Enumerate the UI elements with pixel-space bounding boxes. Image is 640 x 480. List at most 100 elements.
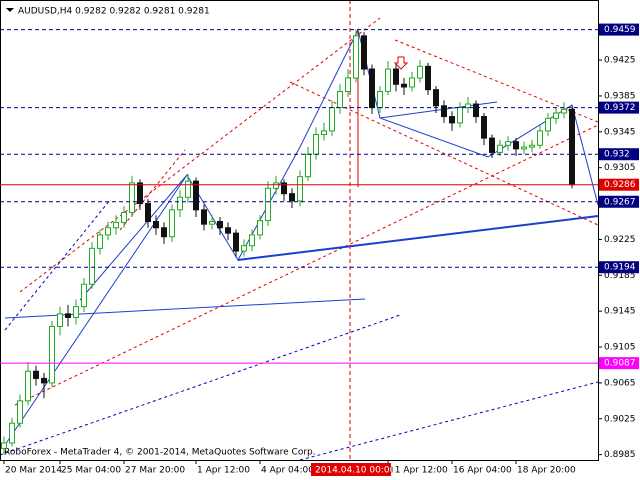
- candle-body: [529, 144, 535, 148]
- candle-body: [257, 220, 263, 236]
- candle-body: [97, 234, 103, 249]
- candle-body: [121, 212, 127, 223]
- candle-body: [185, 180, 191, 198]
- candle-body: [489, 137, 495, 153]
- cursor-label-box: [311, 463, 391, 476]
- candle-body: [57, 313, 63, 327]
- cursor-label: 2014.04.10 00:00: [315, 466, 396, 476]
- y-tick-label: 0.9385: [604, 91, 636, 101]
- candle-body: [433, 89, 439, 107]
- candle-body: [473, 103, 479, 118]
- candle-body: [281, 182, 287, 195]
- level-label-box: [599, 357, 639, 370]
- channel-line: [4, 199, 111, 331]
- level-label-box: [599, 148, 639, 161]
- x-tick-label: 1 Apr 12:00: [197, 466, 250, 476]
- candle-body: [41, 377, 47, 384]
- candle-body: [137, 182, 143, 205]
- candle-body: [537, 130, 543, 146]
- candle-body: [481, 116, 487, 139]
- candle-body: [521, 146, 527, 150]
- candle-body: [217, 220, 223, 229]
- y-tick-label: 0.9305: [604, 163, 636, 173]
- candle-body: [233, 232, 239, 252]
- level-label-box: [599, 23, 639, 36]
- candle-body: [561, 108, 567, 114]
- candle-body: [513, 141, 519, 150]
- candle-body: [265, 187, 271, 222]
- x-tick-label: 20 Mar 2014: [5, 466, 62, 476]
- candle-body: [9, 422, 15, 444]
- candle-body: [297, 176, 303, 202]
- channel-line: [0, 314, 401, 456]
- candle-body: [569, 108, 575, 186]
- candle-body: [33, 370, 39, 379]
- candle-body: [449, 116, 455, 124]
- candle-body: [273, 182, 279, 189]
- candle-body: [89, 247, 95, 285]
- y-tick-label: 0.9185: [604, 271, 636, 281]
- candle-body: [553, 112, 559, 119]
- candle-body: [377, 90, 383, 109]
- candle-body: [329, 107, 335, 132]
- candle-body: [457, 107, 463, 124]
- candle-body: [305, 153, 311, 178]
- candle-body: [321, 130, 327, 136]
- candle-body: [393, 68, 399, 85]
- candle-body: [441, 105, 447, 118]
- candle-body: [417, 65, 423, 79]
- candle-body: [17, 400, 23, 424]
- channel-line: [119, 149, 186, 231]
- y-tick-label: 0.9025: [604, 414, 636, 424]
- candle-body: [169, 209, 175, 238]
- x-tick-label: 27 Mar 20:00: [125, 466, 185, 476]
- candle-body: [177, 196, 183, 211]
- candle-body: [425, 65, 431, 91]
- candle-body: [201, 209, 207, 225]
- candle-body: [497, 144, 503, 153]
- candle-body: [81, 283, 87, 308]
- candle-body: [25, 370, 31, 402]
- x-tick-label: 18 Apr 20:00: [517, 466, 576, 476]
- candle-body: [369, 68, 375, 109]
- candle-body: [249, 234, 255, 247]
- candle-body: [505, 141, 511, 146]
- level-label-box: [599, 261, 639, 274]
- level-label: 0.9194: [604, 263, 636, 273]
- wave-line: [79, 174, 188, 301]
- candle-body: [313, 134, 319, 155]
- x-tick-label: 16 Apr 04:00: [453, 466, 512, 476]
- level-label: 0.9372: [604, 103, 636, 113]
- level-label-box: [599, 195, 639, 208]
- trend-line: [237, 215, 599, 261]
- x-tick-label: 11 Apr 12:00: [389, 466, 448, 476]
- candle-body: [73, 306, 79, 318]
- candle-body: [337, 90, 343, 109]
- candle-body: [225, 227, 231, 234]
- candle-body: [153, 220, 159, 229]
- y-tick-label: 0.9065: [604, 378, 636, 388]
- x-tick-label: 25 Mar 04:00: [61, 466, 121, 476]
- level-label: 0.9087: [604, 359, 636, 369]
- candle-body: [113, 221, 119, 229]
- candle-body: [49, 325, 55, 384]
- candle-body: [361, 35, 367, 70]
- candle-body: [209, 220, 215, 225]
- candle-body: [353, 35, 359, 79]
- plot-frame: [0, 0, 599, 461]
- candle-body: [129, 182, 135, 214]
- level-label-box: [599, 101, 639, 114]
- candle-body: [105, 227, 111, 236]
- candle-body: [65, 313, 71, 318]
- candle-body: [545, 117, 551, 132]
- y-tick-label: 0.9145: [604, 307, 636, 317]
- copyright: RoboForex - MetaTrader 4, © 2001-2014, M…: [4, 448, 316, 458]
- arrow-icon: [393, 56, 409, 70]
- y-tick-label: 0.9225: [604, 235, 636, 245]
- level-label: 0.9267: [604, 197, 636, 207]
- candle-body: [345, 77, 351, 92]
- candle-body: [1, 442, 7, 449]
- level-label: 0.9459: [604, 25, 636, 35]
